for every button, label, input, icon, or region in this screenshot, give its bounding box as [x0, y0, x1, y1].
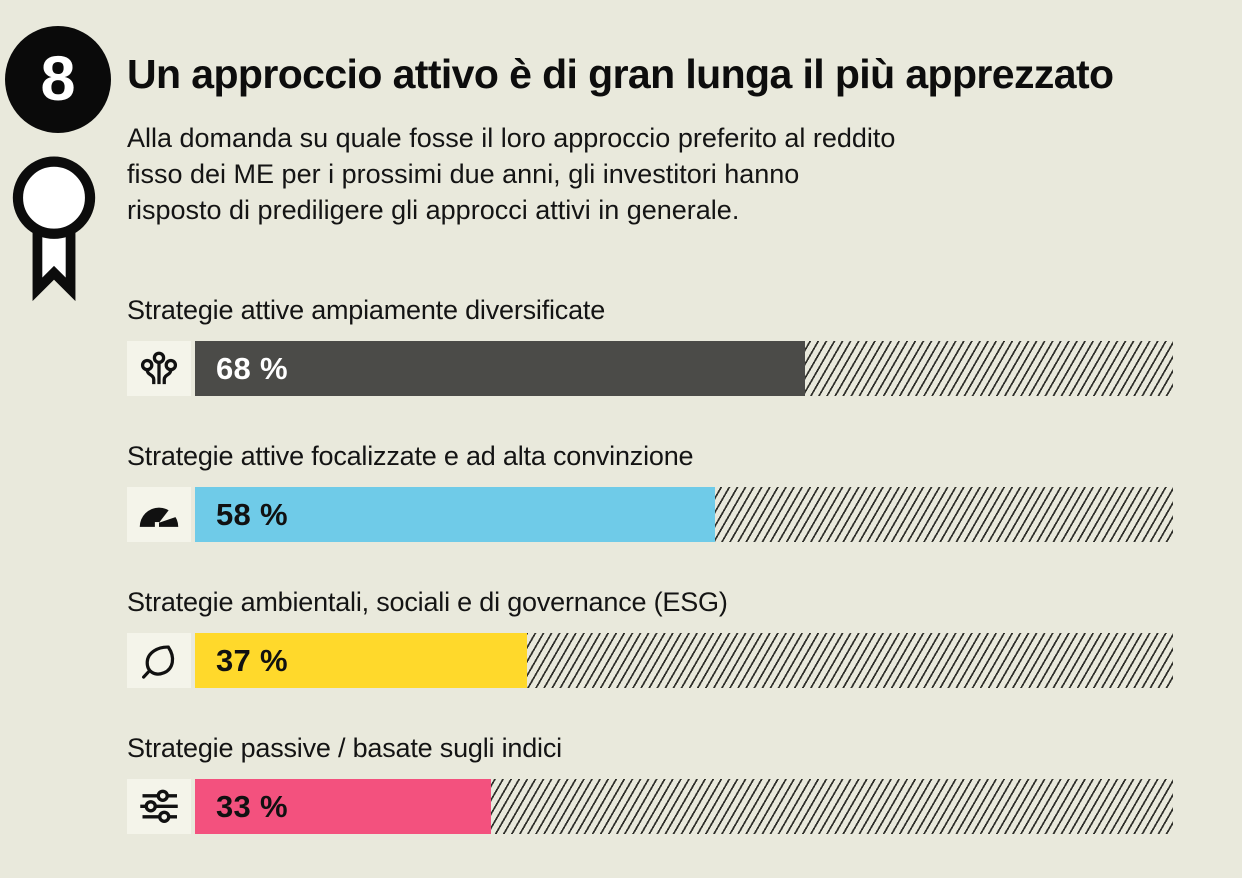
bar-row: Strategie passive / basate sugli indici …: [127, 731, 1173, 834]
bar-track: 33 %: [195, 779, 1173, 834]
page-subtitle: Alla domanda su quale fosse il loro appr…: [127, 120, 1207, 228]
bar-track: 68 %: [195, 341, 1173, 396]
section-number: 8: [40, 43, 76, 114]
subtitle-line: risposto di prediligere gli approcci att…: [127, 195, 740, 226]
bar-row: Strategie ambientali, sociali e di gover…: [127, 585, 1173, 688]
bar-value-label: 33 %: [216, 788, 288, 824]
bar-line: 68 %: [127, 341, 1173, 396]
bar-fill: 68 %: [195, 341, 806, 396]
bar-icon-box: [127, 341, 191, 396]
page-title: Un approccio attivo è di gran lunga il p…: [127, 51, 1114, 97]
bar-row: Strategie attive ampiamente diversificat…: [127, 293, 1173, 396]
gauge-icon: [139, 507, 179, 528]
bar-value-label: 37 %: [216, 642, 288, 678]
leaf-icon: [142, 644, 175, 679]
bar-icon-box: [127, 633, 191, 688]
bar-fill: 37 %: [195, 633, 527, 688]
bar-icon-box: [127, 779, 191, 834]
bar-line: 33 %: [127, 779, 1173, 834]
subtitle-line: Alla domanda su quale fosse il loro appr…: [127, 123, 896, 154]
bar-category-label: Strategie passive / basate sugli indici: [127, 733, 562, 763]
bar-track: 58 %: [195, 487, 1173, 542]
sliders-icon: [140, 789, 178, 823]
bar-category-label: Strategie attive focalizzate e ad alta c…: [127, 441, 694, 471]
subtitle-line: fisso dei ME per i prossimi due anni, gl…: [127, 159, 800, 190]
bar-category-label: Strategie attive ampiamente diversificat…: [127, 295, 606, 325]
bar-value-label: 58 %: [216, 496, 288, 532]
medal-icon: [12, 156, 96, 301]
header: Un approccio attivo è di gran lunga il p…: [127, 51, 1207, 228]
bar-line: 37 %: [127, 633, 1173, 688]
bar-line: 58 %: [127, 487, 1173, 542]
bar-icon-box: [127, 487, 191, 542]
bar-value-label: 68 %: [216, 350, 288, 386]
bar-row: Strategie attive focalizzate e ad alta c…: [127, 439, 1173, 542]
bar-category-label: Strategie ambientali, sociali e di gover…: [127, 587, 728, 617]
bar-fill: 33 %: [195, 779, 492, 834]
bar-fill: 58 %: [195, 487, 716, 542]
diversified-branches-icon: [140, 351, 178, 384]
bar-track: 37 %: [195, 633, 1173, 688]
section-number-badge: 8: [5, 26, 111, 133]
